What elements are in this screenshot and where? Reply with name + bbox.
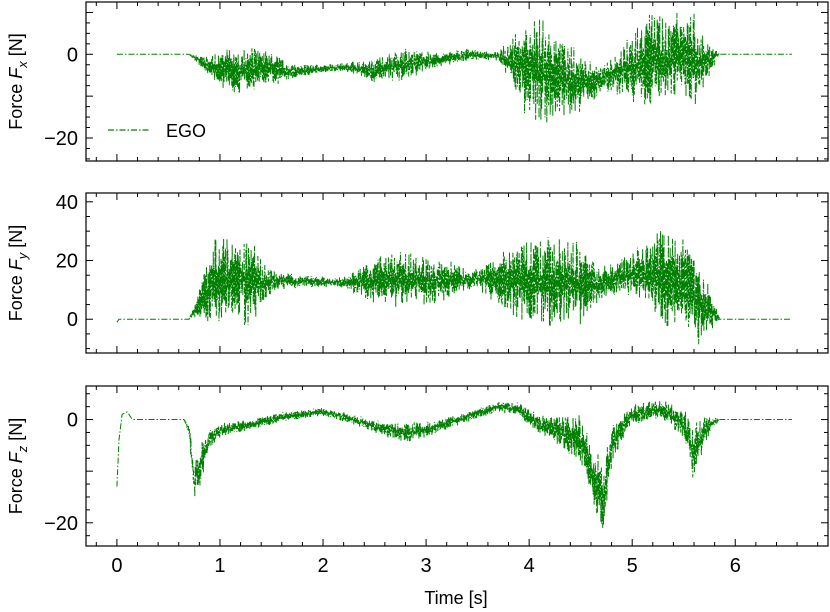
y-axis-label: Force Fy [N] — [6, 225, 30, 322]
y-tick-label: 20 — [56, 251, 78, 273]
panel-fx: −20 0 Force Fx [N] EGO — [6, 1, 829, 162]
y-tick-label: −20 — [44, 128, 78, 150]
y-tick-label: 0 — [67, 44, 78, 66]
y-tick-label: 40 — [56, 192, 78, 214]
x-tick-label: 2 — [317, 555, 328, 577]
legend-label: EGO — [166, 121, 206, 141]
series-line-ego — [116, 231, 792, 345]
y-tick-label: −20 — [44, 513, 78, 535]
y-tick-label: 0 — [67, 410, 78, 432]
x-tick-label: 3 — [421, 555, 432, 577]
x-tick-label: 4 — [524, 555, 535, 577]
plot-frame — [85, 192, 829, 354]
series-line-ego — [116, 13, 792, 123]
panel-fy: 0 20 40 Force Fy [N] — [6, 192, 829, 354]
x-tick-label: 1 — [214, 555, 225, 577]
plot-frame — [85, 385, 829, 547]
panel-fz: 0 1 2 3 4 5 6 −20 0 Force Fz [N] — [6, 385, 829, 577]
x-tick-label: 6 — [730, 555, 741, 577]
x-tick-label: 0 — [111, 555, 122, 577]
series-line-ego — [116, 400, 792, 528]
x-axis-label: Time [s] — [424, 588, 487, 608]
y-axis-label: Force Fz [N] — [6, 418, 30, 515]
x-tick-label: 5 — [627, 555, 638, 577]
y-tick-label: 0 — [67, 309, 78, 331]
y-axis-label: Force Fx [N] — [6, 33, 30, 130]
plot-frame — [85, 1, 829, 162]
